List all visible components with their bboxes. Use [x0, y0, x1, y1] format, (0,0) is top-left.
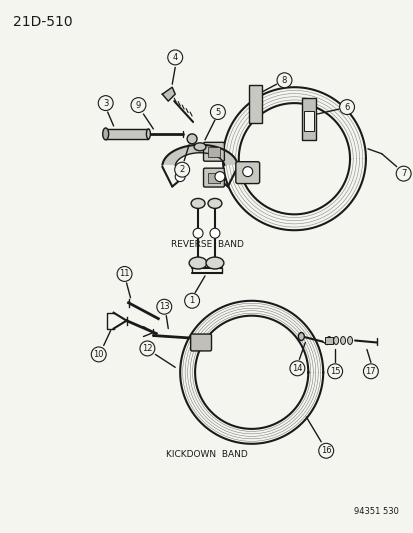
Circle shape [209, 228, 219, 238]
FancyBboxPatch shape [203, 142, 224, 161]
Ellipse shape [206, 257, 223, 269]
Text: 2: 2 [179, 165, 184, 174]
Circle shape [395, 166, 410, 181]
Text: 12: 12 [142, 344, 152, 353]
PathPatch shape [162, 145, 237, 165]
Text: 13: 13 [159, 302, 169, 311]
Text: 10: 10 [93, 350, 104, 359]
Circle shape [174, 162, 189, 177]
Circle shape [214, 172, 224, 182]
Polygon shape [105, 129, 148, 139]
Circle shape [210, 104, 225, 119]
Bar [301, 98, 316, 140]
Text: 4: 4 [172, 53, 178, 62]
Ellipse shape [194, 143, 206, 151]
Circle shape [327, 364, 342, 379]
Ellipse shape [326, 336, 331, 344]
Circle shape [192, 228, 202, 238]
Circle shape [157, 299, 171, 314]
Ellipse shape [207, 198, 221, 208]
Circle shape [363, 364, 377, 379]
Bar [248, 85, 261, 123]
Text: 6: 6 [344, 102, 349, 111]
Text: 5: 5 [215, 108, 220, 117]
Text: 11: 11 [119, 270, 130, 278]
Circle shape [91, 347, 106, 362]
Circle shape [140, 341, 154, 356]
Text: 17: 17 [365, 367, 375, 376]
Text: 8: 8 [281, 76, 287, 85]
Circle shape [289, 361, 304, 376]
Circle shape [167, 50, 182, 65]
Circle shape [187, 134, 197, 144]
Text: REVERSE  BAND: REVERSE BAND [170, 240, 243, 249]
Text: 16: 16 [320, 446, 331, 455]
Circle shape [184, 293, 199, 308]
Text: 3: 3 [103, 99, 108, 108]
Text: 14: 14 [292, 364, 302, 373]
FancyBboxPatch shape [235, 161, 259, 183]
Ellipse shape [102, 128, 108, 140]
Bar [325, 336, 332, 344]
Text: KICKDOWN  BAND: KICKDOWN BAND [166, 450, 247, 459]
Polygon shape [162, 87, 175, 101]
Circle shape [276, 73, 291, 88]
Text: 1: 1 [189, 296, 194, 305]
Text: 21D-510: 21D-510 [13, 15, 73, 29]
Ellipse shape [189, 257, 206, 269]
Ellipse shape [340, 336, 345, 344]
Circle shape [117, 266, 132, 281]
Bar [207, 173, 219, 183]
FancyBboxPatch shape [203, 168, 224, 187]
Bar [304, 111, 313, 131]
Circle shape [242, 167, 252, 176]
Ellipse shape [191, 198, 204, 208]
Text: 9: 9 [135, 101, 141, 110]
Circle shape [318, 443, 333, 458]
Ellipse shape [146, 129, 150, 139]
Text: 15: 15 [329, 367, 339, 376]
Circle shape [98, 95, 113, 110]
FancyBboxPatch shape [190, 334, 211, 351]
Ellipse shape [347, 336, 351, 344]
Ellipse shape [298, 333, 304, 341]
Circle shape [339, 100, 354, 115]
Text: 94351 530: 94351 530 [353, 507, 398, 516]
Text: 7: 7 [400, 169, 406, 178]
Circle shape [131, 98, 145, 112]
Ellipse shape [333, 336, 338, 344]
Circle shape [175, 172, 185, 182]
Bar [207, 147, 219, 157]
